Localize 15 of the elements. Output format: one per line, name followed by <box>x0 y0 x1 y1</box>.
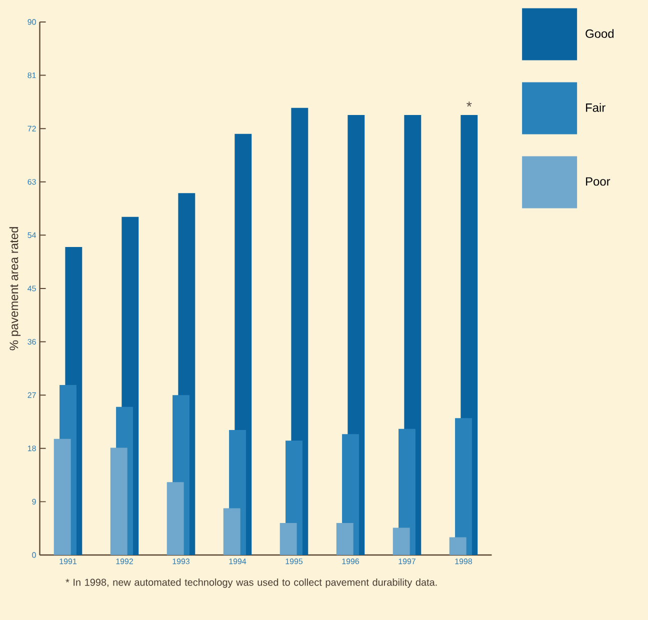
text: Poor <box>586 177 610 186</box>
bar <box>110 448 128 555</box>
bar <box>392 528 410 555</box>
bar <box>223 508 240 555</box>
bar <box>449 537 466 555</box>
text: Good <box>586 29 614 38</box>
bar <box>166 482 184 555</box>
y-axis-title: % pavement area rated <box>9 227 21 350</box>
bar <box>455 418 472 555</box>
annotation: * <box>466 102 472 107</box>
text: Fair <box>586 103 606 112</box>
text: * In 1998, new automated technology was used to collect pavement durability data. <box>66 578 437 588</box>
bar <box>54 438 71 555</box>
bar <box>280 523 297 555</box>
bar <box>336 523 354 555</box>
